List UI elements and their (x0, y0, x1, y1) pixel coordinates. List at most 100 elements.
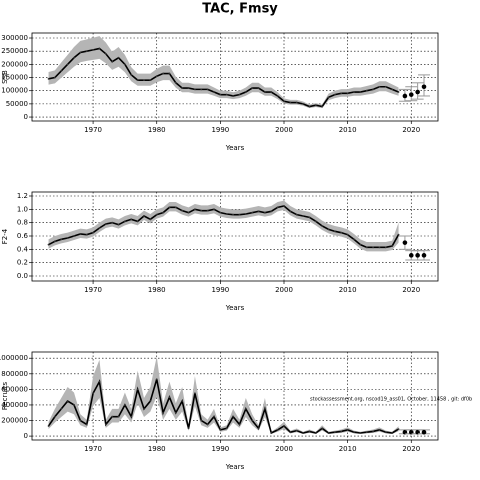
forecast-point (415, 253, 420, 258)
estimate-point (60, 70, 63, 72)
estimate-point (104, 223, 107, 225)
estimate-point (143, 215, 145, 217)
estimate-point (251, 87, 254, 89)
estimate-point (136, 79, 139, 82)
estimate-point (334, 431, 336, 434)
estimate-point (136, 388, 139, 391)
estimate-point (98, 380, 101, 383)
estimate-point (54, 76, 56, 79)
estimate-point (353, 238, 355, 241)
estimate-point (289, 431, 292, 434)
estimate-point (194, 392, 196, 395)
estimate-point (187, 87, 190, 89)
y-tick-label: 0.4 (17, 245, 29, 253)
estimate-point (66, 400, 69, 402)
estimate-point (54, 415, 56, 418)
estimate-point (206, 209, 209, 212)
estimate-point (187, 211, 190, 214)
estimate-point (47, 425, 50, 427)
estimate-point (162, 411, 164, 414)
estimate-point (194, 88, 196, 91)
x-tick-label: 2000 (275, 286, 293, 294)
estimate-point (66, 237, 69, 239)
estimate-point (257, 210, 260, 213)
estimate-point (251, 211, 254, 214)
estimate-point (181, 400, 184, 402)
estimate-point (117, 415, 120, 418)
estimate-point (378, 85, 381, 88)
estimate-point (378, 428, 381, 431)
estimate-point (225, 213, 228, 215)
estimate-point (130, 218, 133, 221)
estimate-point (168, 396, 171, 399)
estimate-point (314, 220, 317, 223)
estimate-point (232, 213, 234, 216)
estimate-point (181, 209, 184, 212)
annotation: stockassessment.org, nscod19_ass01, Octo… (310, 397, 472, 403)
estimate-point (359, 432, 362, 434)
estimate-point (334, 93, 336, 96)
estimate-point (143, 79, 145, 82)
estimate-point (276, 428, 279, 431)
x-tick-label: 1970 (84, 286, 102, 294)
estimate-point (181, 87, 184, 89)
estimate-point (85, 423, 88, 426)
estimate-point (66, 63, 69, 66)
estimate-point (79, 51, 82, 54)
estimate-point (79, 233, 82, 235)
estimate-point (104, 52, 107, 55)
estimate-point (149, 79, 152, 82)
estimate-point (79, 419, 82, 422)
estimate-point (54, 240, 56, 243)
y-tick-label: 0.8 (17, 219, 28, 227)
estimate-point (124, 220, 126, 223)
estimate-point (60, 407, 63, 410)
confidence-band (48, 200, 399, 252)
estimate-point (60, 238, 63, 241)
forecast-point (415, 89, 420, 95)
estimate-point (104, 423, 107, 426)
x-tick-label: 2020 (402, 445, 420, 453)
estimate-point (117, 223, 120, 226)
estimate-point (244, 213, 247, 215)
estimate-point (244, 91, 247, 93)
estimate-point (264, 211, 266, 214)
estimate-point (92, 231, 94, 234)
estimate-point (124, 63, 126, 66)
estimate-point (73, 56, 75, 59)
estimate-point (321, 225, 324, 227)
estimate-point (283, 205, 285, 207)
estimate-point (391, 245, 394, 247)
forecast-point (408, 92, 414, 97)
x-tick-label: 2010 (339, 126, 357, 134)
estimate-point (194, 208, 196, 211)
estimate-point (372, 430, 374, 433)
y-tick-label: 0 (24, 113, 28, 121)
estimate-point (384, 85, 387, 88)
x-tick-label: 1990 (211, 286, 229, 294)
x-tick-label: 1970 (84, 445, 102, 453)
estimate-point (85, 233, 88, 236)
estimate-point (270, 432, 273, 434)
plot-frame (31, 191, 439, 282)
estimate-point (353, 91, 355, 93)
estimate-point (340, 231, 343, 234)
estimate-point (340, 92, 343, 95)
estimate-point (238, 423, 241, 426)
y-tick-label: 1.0 (17, 205, 28, 213)
estimate-point (295, 429, 298, 432)
estimate-point (206, 423, 209, 426)
estimate-point (391, 432, 394, 434)
x-tick-label: 2010 (339, 286, 357, 294)
estimate-point (321, 105, 324, 108)
estimate-point (213, 415, 215, 418)
x-tick-label: 2000 (275, 445, 293, 453)
y-axis-label: SSB (1, 70, 9, 84)
estimate-point (136, 220, 139, 223)
estimate-point (283, 100, 285, 103)
estimate-point (73, 235, 75, 237)
estimate-point (244, 407, 247, 410)
estimate-point (321, 427, 324, 430)
x-axis-label: Years (225, 463, 245, 471)
y-tick-label: 1.2 (17, 192, 28, 200)
